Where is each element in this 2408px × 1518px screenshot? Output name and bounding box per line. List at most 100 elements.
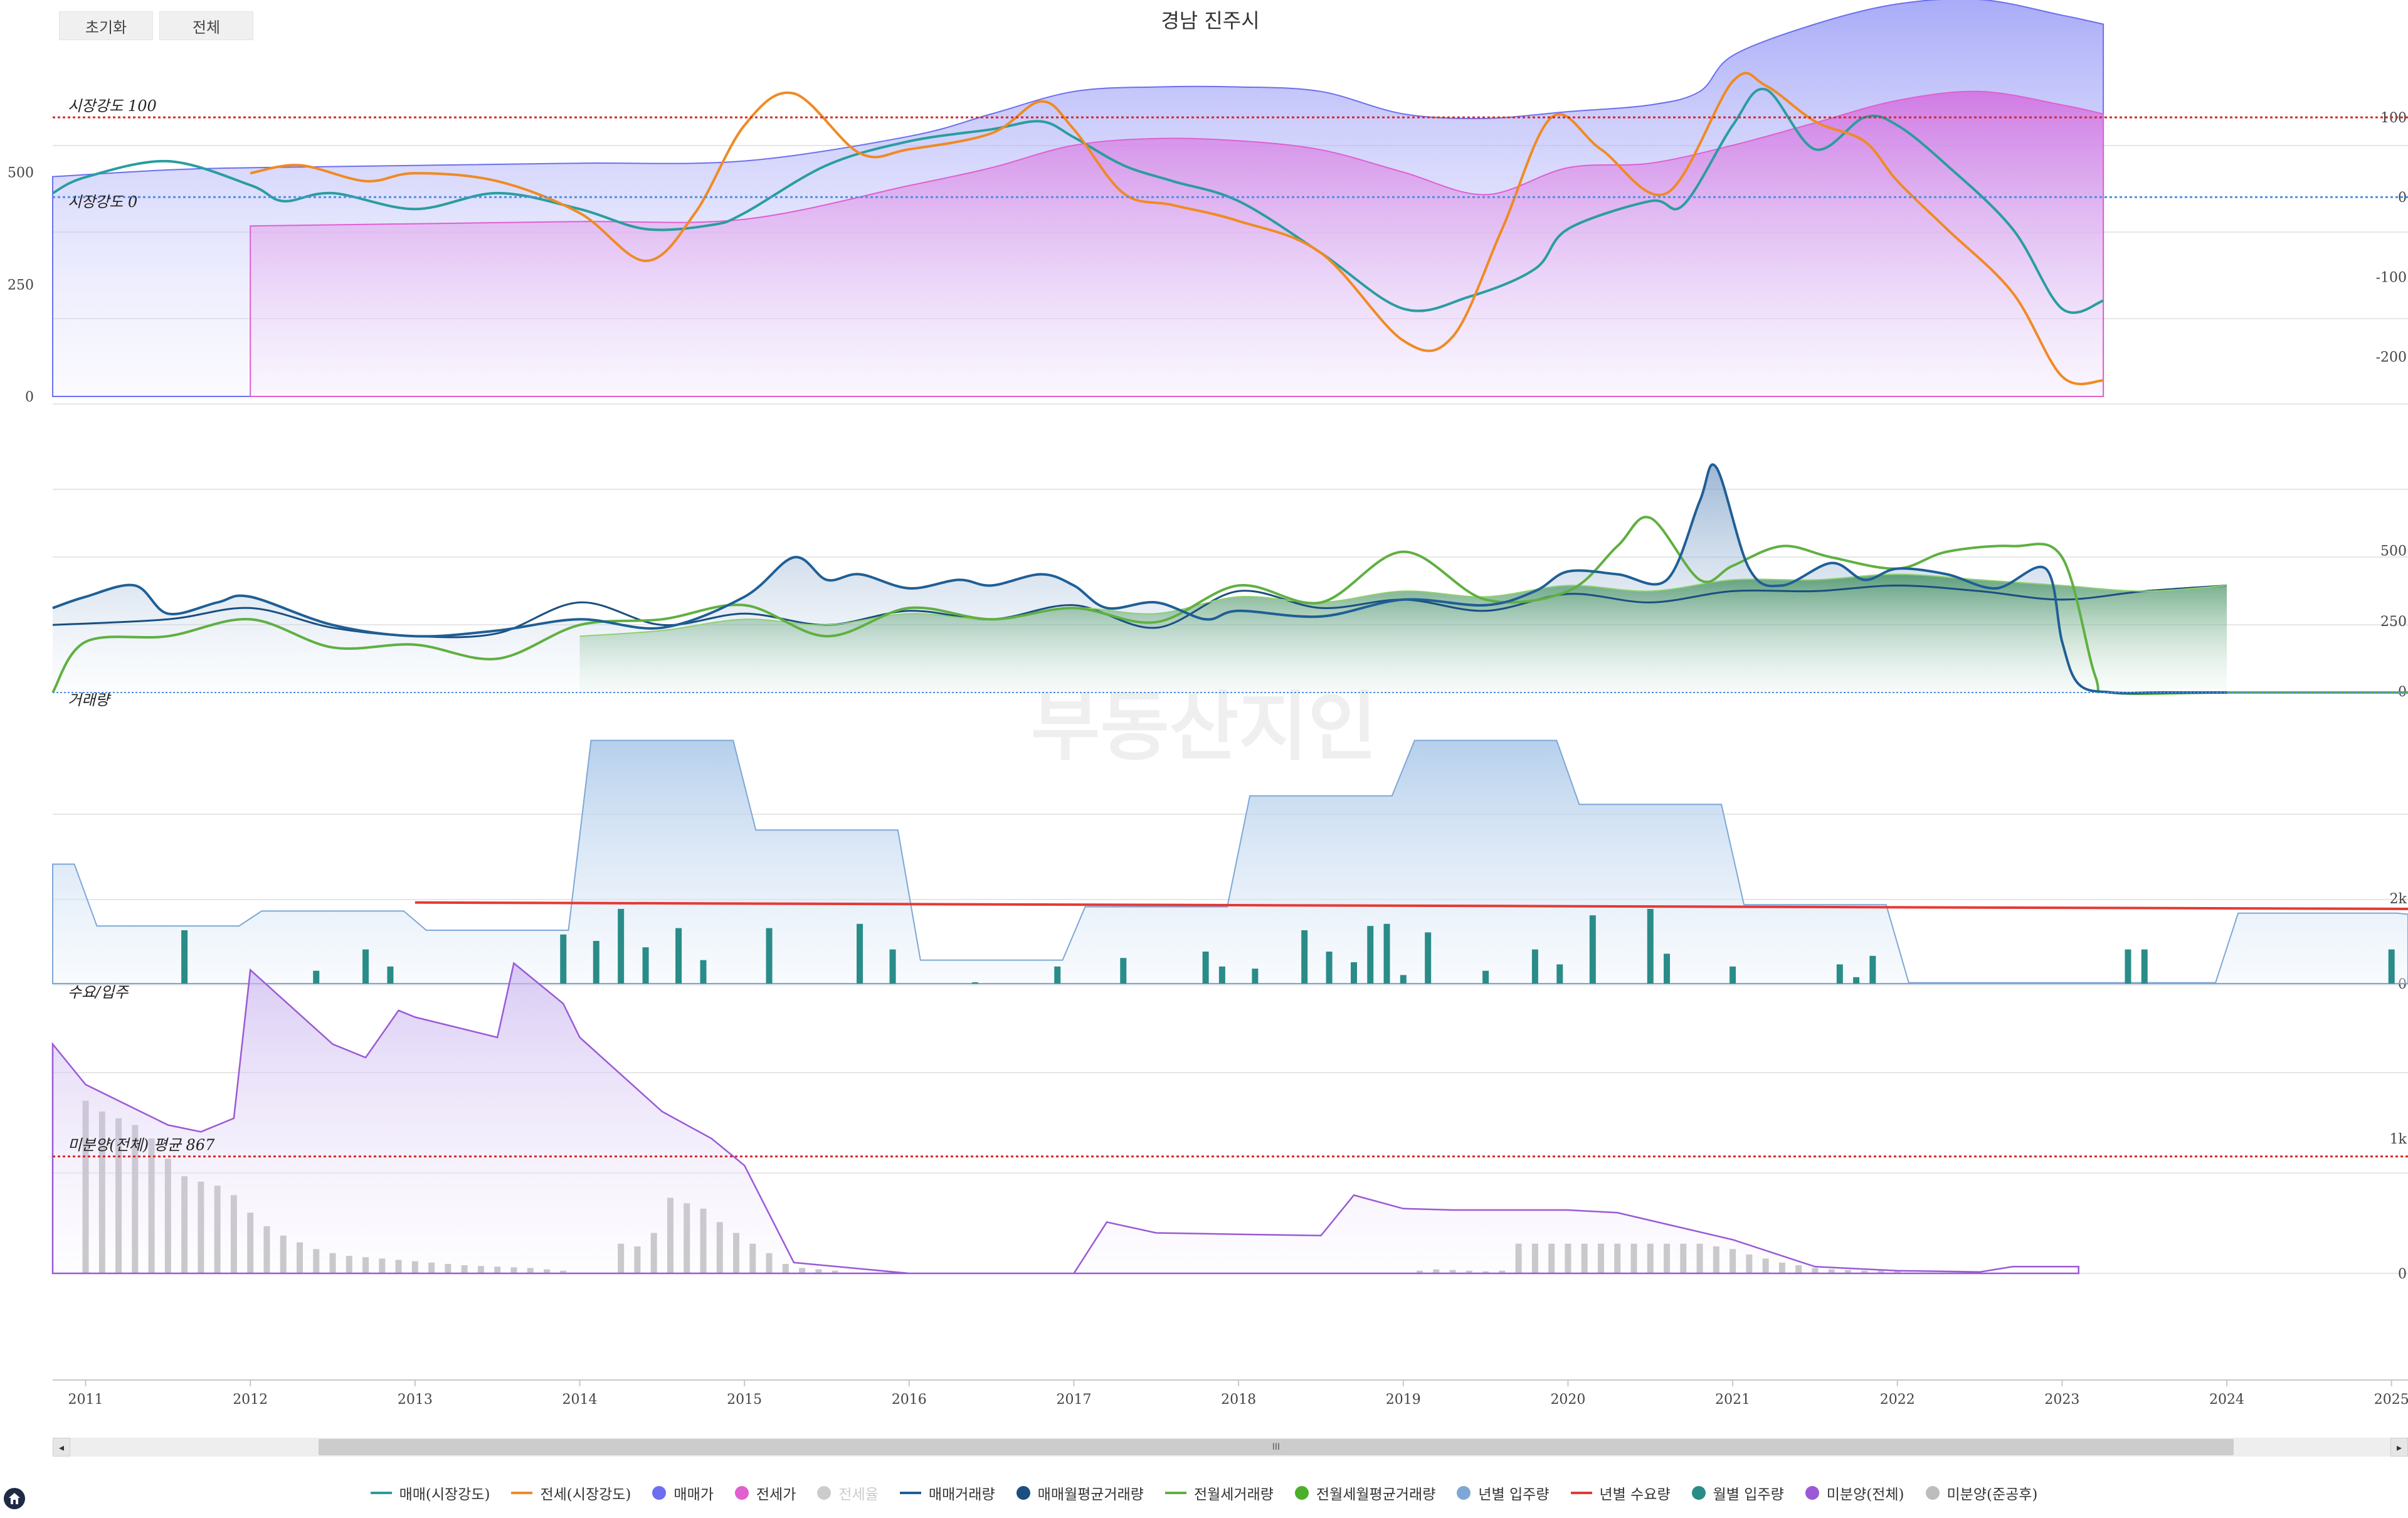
x-axis-tick-label: 2011 <box>68 1392 103 1408</box>
price-reference-label: 시장강도 100 <box>68 97 157 115</box>
monthly-supply-bar <box>1202 952 1209 984</box>
x-axis-tick-label: 2023 <box>2044 1392 2079 1408</box>
monthly-supply-bar <box>1367 926 1374 984</box>
scroll-right-arrow[interactable]: ▸ <box>2390 1438 2408 1457</box>
legend-item[interactable]: 매매가 <box>652 1482 714 1504</box>
monthly-supply-bar <box>593 941 599 984</box>
monthly-supply-bar <box>675 928 682 984</box>
legend-item[interactable]: 월별 입주량 <box>1691 1482 1784 1504</box>
legend-dot-icon <box>1294 1486 1309 1500</box>
x-axis-tick-label: 2019 <box>1386 1392 1421 1408</box>
legend-item[interactable]: 전월세거래량 <box>1164 1482 1274 1504</box>
legend-item[interactable]: 년별 입주량 <box>1457 1482 1550 1504</box>
monthly-supply-bar <box>1252 969 1259 984</box>
monthly-supply-bar <box>1326 952 1333 984</box>
price-left-tick-label: 0 <box>25 390 34 405</box>
monthly-supply-bar <box>642 947 649 984</box>
monthly-supply-bar <box>1383 923 1390 984</box>
legend-line-icon <box>1164 1492 1186 1494</box>
series-yearly-supply-area <box>52 740 2408 984</box>
monthly-supply-bar <box>1425 932 1432 984</box>
price-right-tick-label: -200 <box>2376 349 2407 365</box>
legend-dot-icon <box>1691 1486 1706 1500</box>
all-range-button[interactable]: 전체 <box>159 11 253 40</box>
scrollbar-thumb[interactable]: III <box>319 1439 2234 1455</box>
legend-label: 매매(시장강도) <box>399 1487 490 1503</box>
legend-label: 전월세월평균거래량 <box>1316 1487 1436 1503</box>
monthly-supply-bar <box>1556 964 1563 984</box>
legend-item[interactable]: 전세율 <box>817 1482 879 1504</box>
x-axis-tick-label: 2015 <box>727 1392 762 1408</box>
reset-button[interactable]: 초기화 <box>59 11 153 40</box>
scroll-left-arrow[interactable]: ◂ <box>53 1438 70 1457</box>
monthly-supply-bar <box>1589 915 1596 984</box>
legend-item[interactable]: 매매(시장강도) <box>370 1482 490 1504</box>
legend-item[interactable]: 년별 수요량 <box>1570 1482 1671 1504</box>
legend-line-icon <box>1570 1492 1592 1494</box>
x-axis-tick-label: 2021 <box>1715 1392 1750 1408</box>
home-icon[interactable] <box>4 1488 25 1509</box>
legend-line-icon <box>899 1492 921 1494</box>
price-left-tick-label: 250 <box>8 277 34 293</box>
monthly-supply-bar <box>387 966 394 984</box>
monthly-supply-bar <box>1729 966 1736 984</box>
monthly-supply-bar <box>1482 970 1489 984</box>
monthly-supply-bar <box>1301 930 1308 984</box>
legend-item[interactable]: 매매거래량 <box>899 1482 995 1504</box>
x-axis-tick-label: 2022 <box>1880 1392 1915 1408</box>
monthly-supply-bar <box>313 970 320 984</box>
legend-dot-icon <box>1805 1486 1819 1500</box>
series-unsold-total-area <box>51 962 2079 1275</box>
price-right-tick-label: -100 <box>2376 270 2407 285</box>
series-rent-monthly-avg-area <box>579 574 2227 693</box>
monthly-supply-bar <box>1647 909 1654 984</box>
x-axis-tick-label: 2014 <box>562 1392 598 1408</box>
x-axis-tick-label: 2025 <box>2374 1392 2408 1408</box>
legend-dot-icon <box>1925 1486 1940 1500</box>
legend: 매매(시장강도) 전세(시장강도) 매매가 전세가 전세율 매매거래량 매매월평균거래량 전월… <box>0 1480 2408 1505</box>
series-sale-market-strength-line <box>52 87 2104 314</box>
legend-dot-icon <box>817 1486 832 1500</box>
monthly-supply-bar <box>618 909 625 984</box>
monthly-supply-bar <box>766 928 773 984</box>
monthly-supply-bar <box>560 934 567 984</box>
legend-label: 매매거래량 <box>928 1487 995 1503</box>
price-left-tick-label: 500 <box>8 166 34 181</box>
series-rent-volume-line <box>51 516 2408 695</box>
legend-item[interactable]: 전세가 <box>734 1482 796 1504</box>
legend-label: 전세가 <box>756 1487 796 1503</box>
watermark: 부동산지인 <box>1031 684 1377 771</box>
x-axis-tick-label: 2012 <box>233 1392 268 1408</box>
legend-item[interactable]: 미분양(준공후) <box>1925 1482 2038 1504</box>
legend-dot-icon <box>652 1486 667 1500</box>
legend-item[interactable]: 미분양(전체) <box>1805 1482 1904 1504</box>
legend-label: 매매가 <box>673 1487 714 1503</box>
x-axis-tick-label: 2013 <box>398 1392 433 1408</box>
legend-label: 전월세거래량 <box>1193 1487 1274 1503</box>
monthly-supply-bar <box>1120 958 1127 984</box>
monthly-supply-bar <box>1664 953 1671 984</box>
legend-item[interactable]: 전세(시장강도) <box>511 1482 631 1504</box>
monthly-supply-bar <box>2388 949 2395 984</box>
legend-item[interactable]: 전월세월평균거래량 <box>1294 1482 1436 1504</box>
monthly-supply-bar <box>1836 964 1843 984</box>
monthly-supply-bar <box>700 960 707 984</box>
legend-label: 미분양(준공후) <box>1946 1487 2038 1503</box>
legend-item[interactable]: 매매월평균거래량 <box>1016 1482 1144 1504</box>
supply-right-tick-label: 2k <box>2390 891 2407 907</box>
legend-label: 년별 수요량 <box>1599 1487 1671 1503</box>
series-jeonse-price-area <box>250 90 2104 397</box>
series-rent-monthly-avg-line <box>579 573 2227 637</box>
monthly-supply-bar <box>1054 966 1061 984</box>
x-axis-tick-label: 2024 <box>2209 1392 2244 1408</box>
legend-label: 년별 입주량 <box>1478 1487 1550 1503</box>
price-reference-label: 시장강도 0 <box>68 193 137 211</box>
x-axis-tick-label: 2016 <box>892 1392 927 1408</box>
monthly-supply-bar <box>889 949 896 984</box>
monthly-supply-bar <box>1400 975 1407 984</box>
monthly-supply-bar <box>1853 977 1860 984</box>
